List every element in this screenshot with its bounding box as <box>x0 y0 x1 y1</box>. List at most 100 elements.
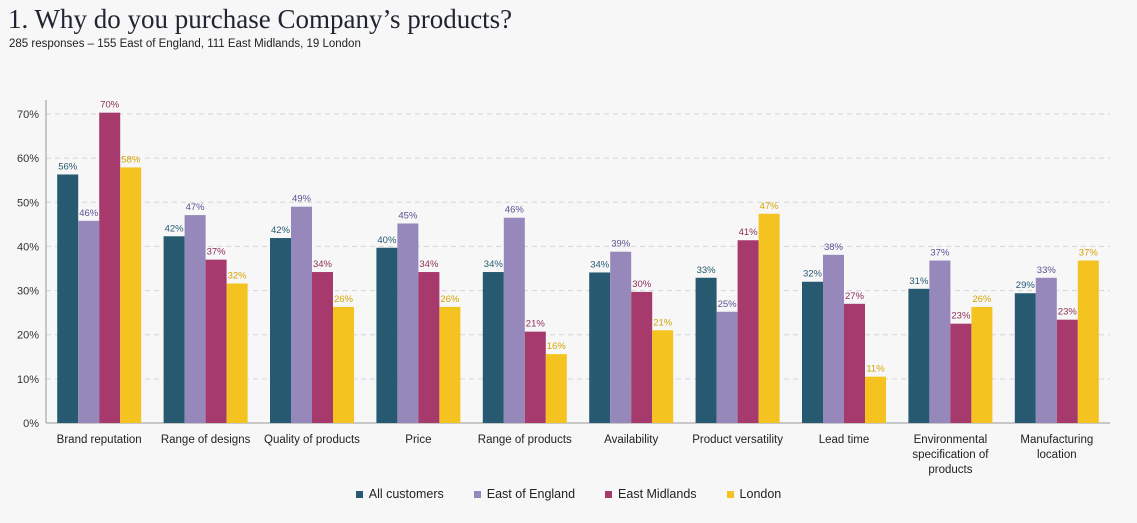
y-tick-label: 20% <box>17 330 39 342</box>
bar <box>823 254 844 423</box>
x-tick-label: Product versatility <box>692 434 783 446</box>
bar <box>737 240 759 423</box>
bar <box>270 238 291 423</box>
data-label: 11% <box>866 364 885 375</box>
legend-swatch-all-customers <box>355 490 363 498</box>
data-label: 34% <box>419 259 439 270</box>
data-label: 21% <box>526 319 546 330</box>
bar <box>652 330 674 423</box>
data-label: 49% <box>292 194 312 205</box>
bar <box>865 376 886 423</box>
data-label: 30% <box>632 279 652 290</box>
data-label: 58% <box>121 154 141 165</box>
data-label: 25% <box>718 299 738 310</box>
x-tick-label: Price <box>405 434 431 446</box>
data-label: 32% <box>228 271 248 282</box>
data-label: 47% <box>186 202 206 213</box>
data-label: 39% <box>611 239 631 250</box>
bar <box>226 283 248 423</box>
data-label: 26% <box>334 294 354 305</box>
bar <box>397 223 419 423</box>
data-label: 16% <box>547 341 567 352</box>
y-tick-label: 60% <box>17 153 39 165</box>
data-label: 29% <box>1016 280 1036 291</box>
x-tick-label: specification of <box>912 449 989 461</box>
chart-title: 1. Why do you purchase Company’s product… <box>8 4 513 34</box>
y-tick-label: 0% <box>23 418 39 430</box>
x-tick-label: Brand reputation <box>57 434 142 446</box>
bar <box>376 247 398 423</box>
data-label: 32% <box>803 269 823 280</box>
bar <box>205 259 227 423</box>
bar <box>844 303 865 423</box>
bar <box>291 206 312 423</box>
data-label: 21% <box>653 317 673 328</box>
data-label: 38% <box>824 242 844 253</box>
bar <box>439 306 461 423</box>
data-label: 41% <box>739 227 759 238</box>
data-label: 34% <box>313 259 333 270</box>
data-label: 47% <box>760 201 780 212</box>
x-tick-label: Range of products <box>478 434 572 446</box>
data-label: 33% <box>697 265 717 276</box>
legend-item-east-midlands: East Midlands <box>605 487 697 501</box>
bar <box>482 272 504 423</box>
data-label: 37% <box>930 248 950 259</box>
bar <box>950 323 972 423</box>
x-tick-label: location <box>1037 449 1077 461</box>
bar <box>716 311 738 423</box>
x-tick-label: Manufacturing <box>1020 434 1093 446</box>
data-label: 34% <box>484 259 504 270</box>
data-label: 23% <box>1058 307 1078 318</box>
bar <box>524 331 546 423</box>
chart-subtitle: 285 responses – 155 East of England, 111… <box>9 38 361 50</box>
y-tick-label: 30% <box>17 286 39 298</box>
legend-label-london: London <box>739 487 782 501</box>
x-tick-label: Quality of products <box>264 434 360 446</box>
chart-legend: All customers East of England East Midla… <box>0 487 1137 501</box>
legend-item-east-of-england: East of England <box>473 487 576 501</box>
data-label: 26% <box>440 294 460 305</box>
bar <box>312 272 333 423</box>
bar <box>418 272 440 423</box>
bar <box>99 112 121 423</box>
x-tick-label: Availability <box>604 434 658 446</box>
data-label: 27% <box>845 291 865 302</box>
bar <box>1056 319 1078 423</box>
bar <box>120 167 142 423</box>
bar <box>1035 277 1057 423</box>
x-tick-label: products <box>928 464 972 476</box>
legend-swatch-east-midlands <box>605 490 613 498</box>
legend-item-all-customers: All customers <box>355 487 444 501</box>
legend-label-east-of-england: East of England <box>486 487 576 501</box>
data-label: 56% <box>58 161 78 172</box>
bar <box>971 306 993 423</box>
legend-label-all-customers: All customers <box>368 487 444 501</box>
x-tick-label: Environmental <box>914 434 988 446</box>
legend-item-london: London <box>726 487 782 501</box>
x-tick-label: Lead time <box>819 434 870 446</box>
y-tick-label: 10% <box>17 374 39 386</box>
y-tick-label: 50% <box>17 197 39 209</box>
y-tick-label: 40% <box>17 241 39 253</box>
bar <box>78 220 100 423</box>
data-label: 70% <box>100 100 120 111</box>
data-label: 23% <box>951 311 971 322</box>
bar <box>1014 293 1036 423</box>
bar <box>57 174 79 423</box>
bar <box>589 272 611 423</box>
bar <box>503 217 525 423</box>
bar <box>333 306 354 423</box>
x-tick-label: Range of designs <box>161 434 251 446</box>
bar <box>758 213 780 423</box>
data-label: 46% <box>79 208 99 219</box>
data-label: 42% <box>271 225 291 236</box>
bar <box>545 354 567 423</box>
bar <box>695 277 717 423</box>
bar <box>631 291 653 423</box>
bar <box>610 251 632 423</box>
data-label: 40% <box>377 235 397 246</box>
data-label: 31% <box>909 276 929 287</box>
bar <box>929 260 951 423</box>
